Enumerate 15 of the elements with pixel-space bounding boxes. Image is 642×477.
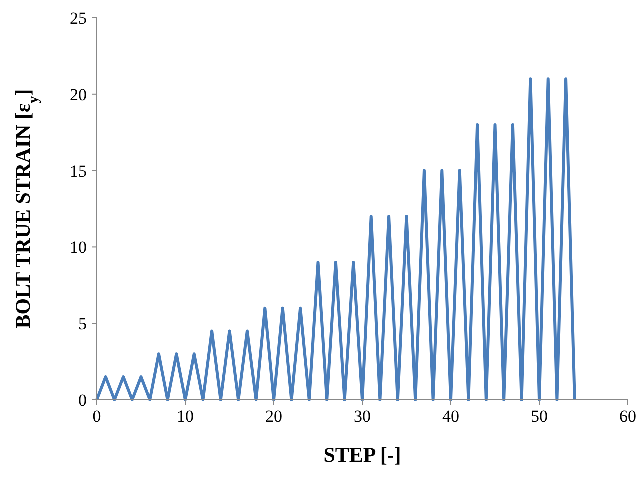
y-tick-label: 25 — [70, 8, 87, 28]
y-tick-label: 0 — [78, 390, 87, 410]
line-series — [96, 78, 576, 402]
x-tick-label: 50 — [531, 407, 548, 426]
x-axis-title: STEP [-] — [324, 443, 402, 467]
x-tick-label: 10 — [177, 407, 194, 426]
y-tick-label: 15 — [70, 162, 87, 181]
x-tick-label: 0 — [92, 407, 102, 426]
x-tick-label: 60 — [620, 407, 636, 426]
y-tick-label: 5 — [78, 314, 87, 334]
y-tick-label: 20 — [70, 85, 87, 104]
x-tick-label: 40 — [442, 407, 460, 426]
x-tick-label: 20 — [266, 407, 282, 426]
x-tick-label: 30 — [354, 407, 371, 426]
y-tick-label: 10 — [70, 238, 87, 258]
